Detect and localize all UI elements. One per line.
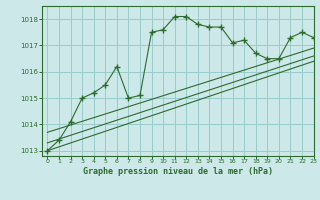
X-axis label: Graphe pression niveau de la mer (hPa): Graphe pression niveau de la mer (hPa): [83, 167, 273, 176]
